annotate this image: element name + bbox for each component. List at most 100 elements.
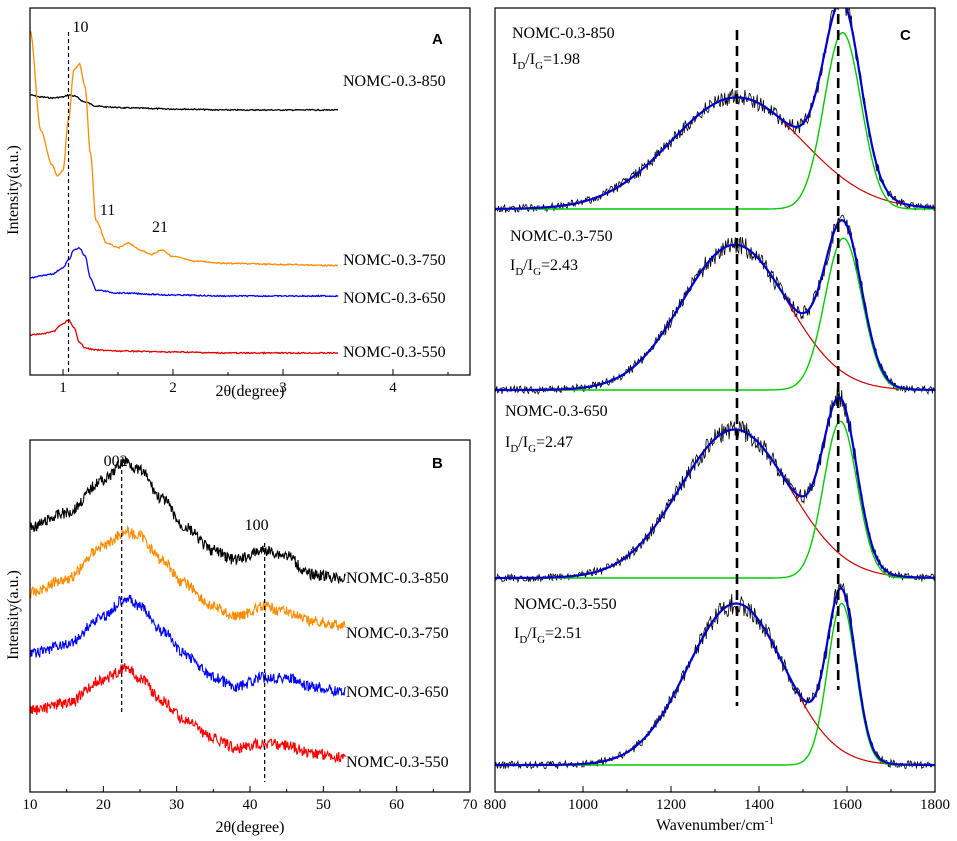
panel-b-peak-labels: 002 100 (104, 453, 269, 534)
panel-b-letter: B (432, 455, 443, 472)
panel-b-line-nomc-0.3-750 (30, 525, 346, 631)
panel-c-ratio-part: /I (518, 434, 528, 451)
panel-a-series-labels: NOMC-0.3-850 NOMC-0.3-750 NOMC-0.3-650 NOMC… (343, 73, 446, 361)
panel-b-line-nomc-0.3-850 (30, 456, 346, 584)
panel-c-x-tick-label: 1400 (744, 797, 774, 813)
panel-c-x-tick-label: 1200 (656, 797, 686, 813)
panel-c-guide-lines (735, 14, 840, 706)
panel-a-y-label: Intensity(a.u.) (5, 145, 22, 235)
panel-a-line-nomc-0.3-850 (30, 93, 339, 112)
panel-c-letter: C (900, 27, 911, 44)
panel-b-x-tick-label: 20 (96, 797, 111, 813)
panel-b-x-tick-label: 50 (316, 797, 331, 813)
panel-c-d-band-fit (495, 428, 935, 579)
panel-a-series-label: NOMC-0.3-850 (343, 73, 446, 90)
panel-c-annotations: NOMC-0.3-850ID/IG=1.98NOMC-0.3-750ID/IG=… (505, 25, 617, 646)
panel-b-peak-label: 002 (104, 453, 128, 470)
panel-a-peak-label: 10 (73, 19, 89, 36)
panel-a: 1 2 3 4 NOMC-0.3-850 NOMC-0.3-750 NOMC-0.3-65… (5, 7, 471, 400)
panel-a-series-label: NOMC-0.3-550 (343, 344, 446, 361)
panel-c-ratio-part: G (533, 266, 541, 278)
panel-b-line-nomc-0.3-650 (30, 594, 346, 698)
panel-c-ratio-label: ID/IG=2.51 (514, 625, 582, 646)
panel-a-line-nomc-0.3-550 (30, 319, 339, 355)
panel-c-x-tick-label: 1600 (832, 797, 862, 813)
panel-c-ratio-part: G (535, 60, 543, 72)
panel-a-line-nomc-0.3-750 (30, 29, 339, 267)
panel-a-series-group (30, 29, 339, 355)
panel-c-x-label: Wavenumber/cm-1 (656, 815, 774, 834)
panel-c-x-ticks: 800 1000 1200 1400 1600 1800 (484, 786, 950, 813)
panel-a-x-tick-label: 3 (279, 380, 287, 396)
panel-c-sample-label: NOMC-0.3-550 (514, 596, 617, 613)
panel-b-x-tick-label: 30 (169, 797, 184, 813)
panel-c-ratio-part: D (517, 60, 525, 72)
panel-c-ratio-part: D (510, 443, 518, 455)
panel-c-sample-label: NOMC-0.3-650 (505, 403, 608, 420)
panel-a-peak-label: 11 (100, 202, 115, 219)
panel-b-x-tick-label: 60 (389, 797, 404, 813)
panel-c-x-tick-label: 800 (484, 797, 507, 813)
panel-c-ratio-part: =1.98 (543, 51, 580, 68)
panel-b-guide-lines (121, 470, 266, 782)
panel-a-series-label: NOMC-0.3-650 (343, 290, 446, 307)
panel-c-g-band-fit (495, 420, 935, 579)
panel-c-ratio-part: I (505, 434, 510, 451)
panel-c-ratio-label: ID/IG=1.98 (512, 51, 580, 72)
panel-c-ratio-part: D (515, 266, 523, 278)
panel-a-x-tick-label: 2 (169, 380, 177, 396)
panel-b-series-label: NOMC-0.3-550 (346, 754, 449, 771)
panel-c-ratio-part: G (528, 443, 536, 455)
panel-c-g-band-fit (495, 31, 935, 210)
panel-c-ratio-part: /I (525, 51, 535, 68)
panel-c-total-fit (495, 219, 935, 392)
panel-b-series-label: NOMC-0.3-650 (346, 684, 449, 701)
panel-c-ratio-label: ID/IG=2.47 (505, 434, 573, 455)
panel-c-ratio-part: /I (527, 625, 537, 642)
panel-c-total-fit (495, 587, 935, 767)
panel-b-series-labels: NOMC-0.3-850 NOMC-0.3-750 NOMC-0.3-650 NOMC… (346, 570, 449, 771)
panel-c-ratio-part: D (519, 634, 527, 646)
panel-a-peak-labels: 10 11 21 (73, 19, 169, 236)
panel-b-x-ticks: 10 20 30 40 50 60 70 (23, 786, 478, 813)
panel-c-ratio-part: I (510, 257, 515, 274)
panel-a-x-ticks: 1 2 3 4 (59, 369, 449, 396)
panel-c-ratio-part: /I (523, 257, 533, 274)
panel-c-total-fit (495, 8, 935, 210)
panel-a-letter: A (432, 31, 443, 48)
panel-c-sample-label: NOMC-0.3-750 (510, 228, 613, 245)
panel-b-frame (29, 439, 471, 793)
panel-b-x-tick-label: 70 (463, 797, 478, 813)
panel-b-x-tick-label: 40 (243, 797, 258, 813)
panel-c-d-band-fit (495, 96, 935, 210)
panel-b-series-group (30, 456, 346, 764)
panel-a-x-tick-label: 4 (389, 380, 397, 396)
panel-b-x-tick-label: 10 (23, 797, 38, 813)
panel-c-ratio-part: I (512, 51, 517, 68)
panel-b-line-nomc-0.3-550 (30, 663, 346, 764)
panel-c-x-tick-label: 1000 (568, 797, 598, 813)
panel-b-series-label: NOMC-0.3-750 (346, 625, 449, 642)
panel-c-total-fit (495, 395, 935, 580)
panel-a-peak-label: 21 (152, 219, 168, 236)
panel-b-series-label: NOMC-0.3-850 (346, 570, 449, 587)
panel-c: 800 1000 1200 1400 1600 1800 NOMC-0.3-850ID/I… (484, 7, 950, 834)
panel-a-series-label: NOMC-0.3-750 (343, 252, 446, 269)
panel-a-line-nomc-0.3-650 (30, 246, 339, 298)
panel-c-ratio-part: =2.51 (545, 625, 582, 642)
panel-b: 10 20 30 40 50 60 70 NOMC-0.3-850NOMC-0.3-750N… (5, 439, 478, 836)
panel-b-y-label: Intensity(a.u.) (5, 570, 22, 660)
panel-c-x-tick-label: 1800 (920, 797, 950, 813)
panel-c-sample-label: NOMC-0.3-850 (512, 25, 615, 42)
panel-c-ratio-label: ID/IG=2.43 (510, 257, 578, 278)
panel-a-x-label: 2θ(degree) (216, 383, 285, 400)
panel-b-peak-label: 100 (245, 517, 269, 534)
panel-a-x-tick-label: 1 (59, 380, 67, 396)
panel-c-ratio-part: G (537, 634, 545, 646)
panel-c-ratio-part: I (514, 625, 519, 642)
panel-b-x-label: 2θ(degree) (216, 819, 285, 836)
panel-c-ratio-part: =2.43 (541, 257, 578, 274)
panel-c-series-group (495, 8, 935, 770)
panel-c-ratio-part: =2.47 (536, 434, 573, 451)
